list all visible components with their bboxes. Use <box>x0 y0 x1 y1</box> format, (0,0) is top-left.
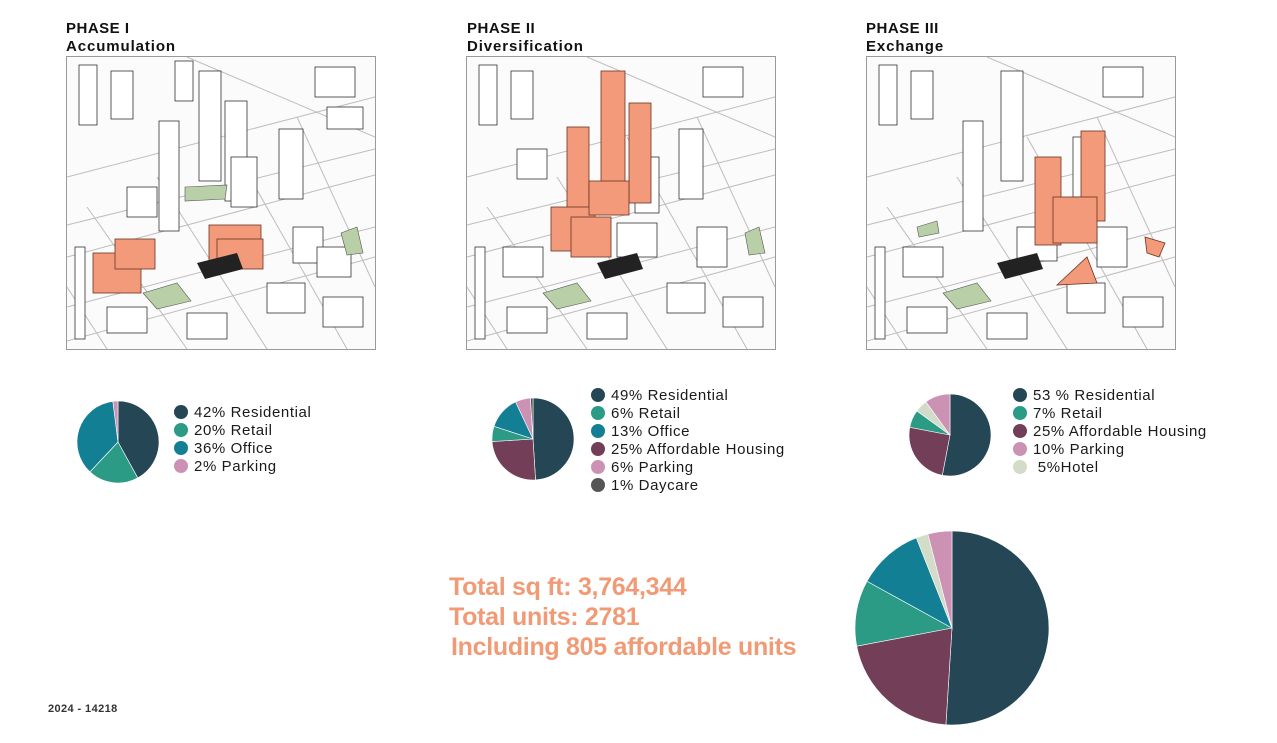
pie-slice-office <box>76 400 119 473</box>
pie-slice-affordable-housing <box>491 438 536 481</box>
legend-item: 7% Retail <box>1013 404 1207 422</box>
legend-item: 13% Office <box>591 422 785 440</box>
pie-slice-office <box>866 537 953 629</box>
phase-1-pie-chart <box>76 400 160 484</box>
legend-label: 1% Daycare <box>611 476 699 494</box>
affordable-units: Including 805 affordable units <box>451 633 797 661</box>
legend-label: 53 % Residential <box>1033 386 1156 404</box>
legend-label: 25% Affordable Housing <box>611 440 785 458</box>
legend-swatch <box>1013 388 1027 402</box>
phase-2-label: PHASE II <box>467 20 536 37</box>
phase-1-name: Accumulation <box>66 38 176 55</box>
pie-slice-affordable-housing <box>908 426 951 476</box>
pie-slice-parking <box>925 393 951 436</box>
total-sqft: Total sq ft: 3,764,344 <box>449 573 687 601</box>
project-number: 2024 - 14218 <box>48 703 118 715</box>
legend-item: 36% Office <box>174 439 311 457</box>
legend-item: 25% Affordable Housing <box>591 440 785 458</box>
legend-label: 5%Hotel <box>1033 458 1099 476</box>
phase-3-name: Exchange <box>866 38 945 55</box>
legend-label: 49% Residential <box>611 386 729 404</box>
total-pie-chart <box>854 530 1050 726</box>
legend-swatch <box>591 460 605 474</box>
legend-label: 36% Office <box>194 439 274 457</box>
phase-1-title: PHASE I Accumulation <box>66 20 176 56</box>
phase-1-site-map <box>66 56 376 350</box>
legend-item: 6% Parking <box>591 458 785 476</box>
legend-swatch <box>591 442 605 456</box>
legend-label: 42% Residential <box>194 403 312 421</box>
phase-3-label: PHASE III <box>866 20 939 37</box>
legend-label: 6% Parking <box>611 458 694 476</box>
legend-item: 42% Residential <box>174 403 311 421</box>
legend-label: 25% Affordable Housing <box>1033 422 1207 440</box>
phase-2-pie-chart <box>491 397 575 481</box>
legend-swatch <box>174 423 188 437</box>
phase-1-label: PHASE I <box>66 20 130 37</box>
legend-swatch <box>591 478 605 492</box>
legend-item: 6% Retail <box>591 404 785 422</box>
pie-slice-retail <box>89 441 139 484</box>
legend-swatch <box>591 424 605 438</box>
legend-item: 20% Retail <box>174 421 311 439</box>
phase-2-title: PHASE II Diversification <box>467 20 584 56</box>
total-units: Total units: 2781 <box>449 603 640 631</box>
legend-item: 5%Hotel <box>1013 458 1207 476</box>
phase-3-site-map <box>866 56 1176 350</box>
legend-label: 10% Parking <box>1033 440 1125 458</box>
legend-item: 2% Parking <box>174 457 311 475</box>
legend-swatch <box>591 388 605 402</box>
project-totals: Total sq ft: 3,764,344 Total units: 2781… <box>449 572 797 662</box>
legend-swatch <box>1013 406 1027 420</box>
pie-slice-residential <box>532 397 575 481</box>
pie-slice-affordable-housing <box>856 627 953 726</box>
phase-2-legend: 49% Residential 6% Retail 13% Office 25%… <box>591 386 785 494</box>
pie-slice-residential <box>117 400 160 479</box>
legend-item: 1% Daycare <box>591 476 785 494</box>
pie-slice-retail <box>854 580 953 647</box>
legend-label: 7% Retail <box>1033 404 1103 422</box>
legend-swatch <box>591 406 605 420</box>
legend-item: 10% Parking <box>1013 440 1207 458</box>
legend-swatch <box>174 459 188 473</box>
legend-swatch <box>1013 424 1027 438</box>
phase-3-title: PHASE III Exchange <box>866 20 944 56</box>
phase-3-legend: 53 % Residential 7% Retail 25% Affordabl… <box>1013 386 1207 476</box>
phase-1-legend: 42% Residential 20% Retail 36% Office 2%… <box>174 403 311 475</box>
legend-swatch <box>174 405 188 419</box>
legend-item: 25% Affordable Housing <box>1013 422 1207 440</box>
pie-slice-residential <box>941 393 992 477</box>
pie-slice-parking <box>927 530 953 629</box>
phase-2-site-map <box>466 56 776 350</box>
legend-swatch <box>1013 442 1027 456</box>
legend-label: 6% Retail <box>611 404 681 422</box>
legend-swatch <box>1013 460 1027 474</box>
pie-slice-residential <box>945 530 1050 726</box>
pie-slice-daycare <box>530 397 534 440</box>
phase-3-pie-chart <box>908 393 992 477</box>
legend-item: 53 % Residential <box>1013 386 1207 404</box>
legend-label: 2% Parking <box>194 457 277 475</box>
legend-label: 13% Office <box>611 422 691 440</box>
pie-slice-parking <box>112 400 119 443</box>
legend-swatch <box>174 441 188 455</box>
legend-label: 20% Retail <box>194 421 273 439</box>
phase-2-name: Diversification <box>467 38 584 55</box>
legend-item: 49% Residential <box>591 386 785 404</box>
